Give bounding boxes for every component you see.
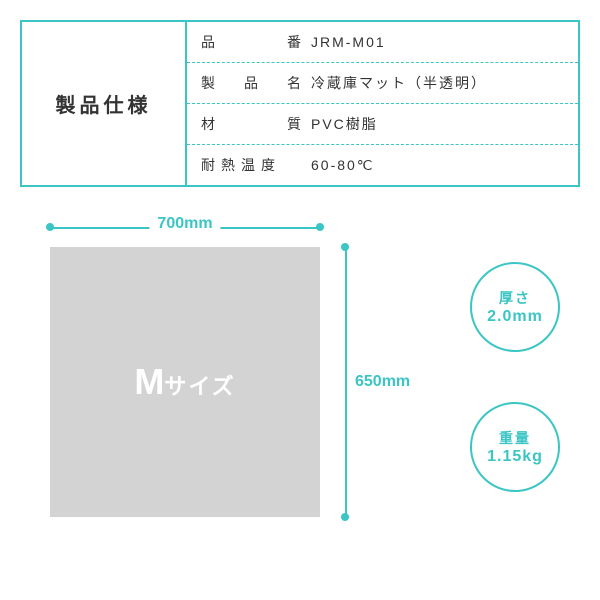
- product-square: Mサイズ: [50, 247, 320, 517]
- spec-row: 耐熱温度 60-80℃: [187, 145, 578, 185]
- circle-value: 2.0mm: [487, 308, 543, 326]
- spec-row: 製 品 名 冷蔵庫マット（半透明）: [187, 63, 578, 104]
- dot-icon: [341, 243, 349, 251]
- spec-label: 製 品 名: [201, 73, 311, 93]
- weight-circle: 重量 1.15kg: [470, 402, 560, 492]
- spec-table: 製品仕様 品 番 JRM-M01 製 品 名 冷蔵庫マット（半透明） 材 質 P…: [20, 20, 580, 187]
- spec-value: JRM-M01: [311, 34, 564, 50]
- circle-value: 1.15kg: [487, 448, 543, 466]
- dot-icon: [316, 223, 324, 231]
- size-label: Mサイズ: [134, 361, 235, 403]
- spec-label: 品 番: [201, 32, 311, 52]
- spec-value: 冷蔵庫マット（半透明）: [311, 73, 564, 93]
- dot-icon: [341, 513, 349, 521]
- diagram-area: 700mm Mサイズ 650mm 厚さ 2.0mm 重量 1.15kg: [20, 217, 580, 557]
- width-label: 700mm: [149, 215, 220, 233]
- spec-row: 品 番 JRM-M01: [187, 22, 578, 63]
- spec-rows: 品 番 JRM-M01 製 品 名 冷蔵庫マット（半透明） 材 質 PVC樹脂 …: [187, 22, 578, 185]
- dot-icon: [46, 223, 54, 231]
- width-dimension: 700mm: [50, 217, 320, 241]
- circle-label: 重量: [499, 428, 531, 448]
- spec-label: 耐熱温度: [201, 155, 311, 175]
- spec-label: 材 質: [201, 114, 311, 134]
- dimension-line: [345, 247, 347, 517]
- info-circles: 厚さ 2.0mm 重量 1.15kg: [470, 262, 560, 492]
- spec-title: 製品仕様: [22, 22, 187, 185]
- spec-value: PVC樹脂: [311, 114, 564, 134]
- circle-label: 厚さ: [499, 288, 531, 308]
- height-label: 650mm: [355, 369, 410, 395]
- spec-row: 材 質 PVC樹脂: [187, 104, 578, 145]
- thickness-circle: 厚さ 2.0mm: [470, 262, 560, 352]
- height-dimension: 650mm: [335, 247, 359, 517]
- spec-value: 60-80℃: [311, 157, 564, 174]
